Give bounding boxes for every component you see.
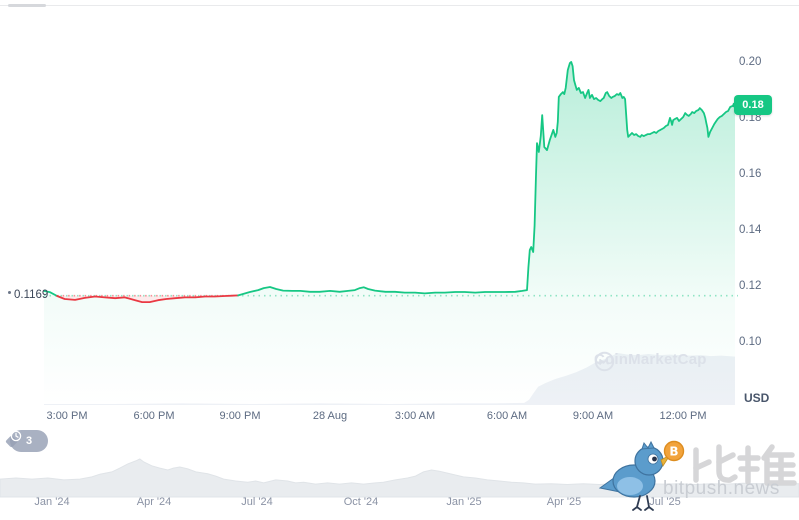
- coinmarketcap-watermark: CoinMarketCap: [594, 351, 707, 372]
- coinmarketcap-watermark-text: CoinMarketCap: [594, 351, 707, 368]
- price-line-start: [43, 290, 58, 297]
- x-axis-tick: 12:00 PM: [659, 410, 707, 422]
- navigator-axis-tick: Apr '24: [136, 496, 172, 508]
- price-area-fill: [44, 61, 735, 406]
- navigator-axis-tick: Jul '25: [649, 496, 681, 508]
- reference-price-label: 0.1169: [14, 289, 49, 301]
- bitpush-domain-text: bitpush.news: [663, 478, 780, 499]
- coinmarketcap-logo-icon: [594, 351, 615, 372]
- price-line-up-segment: [237, 61, 736, 297]
- y-axis-tick: 0.18: [739, 112, 762, 124]
- x-axis-tick: 3:00 AM: [394, 410, 436, 422]
- y-axis-tick: 0.10: [739, 336, 762, 348]
- x-axis-tick: 6:00 AM: [486, 410, 528, 422]
- price-line-down-segment: [56, 294, 240, 303]
- y-axis-tick: 0.14: [739, 224, 762, 236]
- bitpush-bird-icon: [598, 440, 671, 511]
- clock-icon: [10, 430, 22, 442]
- history-badge[interactable]: 3: [10, 430, 48, 452]
- bitcoin-coin-icon: B: [663, 440, 685, 462]
- y-axis-tick: 0.20: [739, 56, 762, 68]
- top-divider: [0, 5, 799, 6]
- y-axis-tick: 0.12: [739, 280, 762, 292]
- navigator-axis-tick: Jul '24: [241, 496, 273, 508]
- navigator-axis-tick: Jan '24: [34, 496, 70, 508]
- x-axis-tick: 9:00 PM: [219, 410, 261, 422]
- last-price-badge: 0.18: [734, 95, 772, 115]
- y-axis-currency-label: USD: [744, 391, 770, 405]
- top-divider-accent: [8, 4, 46, 7]
- bitpush-chinese-logo: [693, 444, 797, 486]
- history-badge-count: 3: [25, 435, 33, 447]
- x-axis-tick: 28 Aug: [312, 410, 348, 422]
- y-axis-tick: 0.16: [739, 168, 762, 180]
- navigator-axis-tick: Oct '24: [343, 496, 379, 508]
- svg-text:B: B: [669, 445, 678, 459]
- reference-price-marker: [8, 291, 11, 294]
- x-axis-tick: 6:00 PM: [133, 410, 175, 422]
- navigator-axis-tick: Jan '25: [446, 496, 482, 508]
- x-axis-tick: 3:00 PM: [46, 410, 88, 422]
- bitpush-logo: B: [598, 440, 797, 511]
- x-axis-tick: 9:00 AM: [572, 410, 614, 422]
- navigator-axis-tick: Apr '25: [546, 496, 582, 508]
